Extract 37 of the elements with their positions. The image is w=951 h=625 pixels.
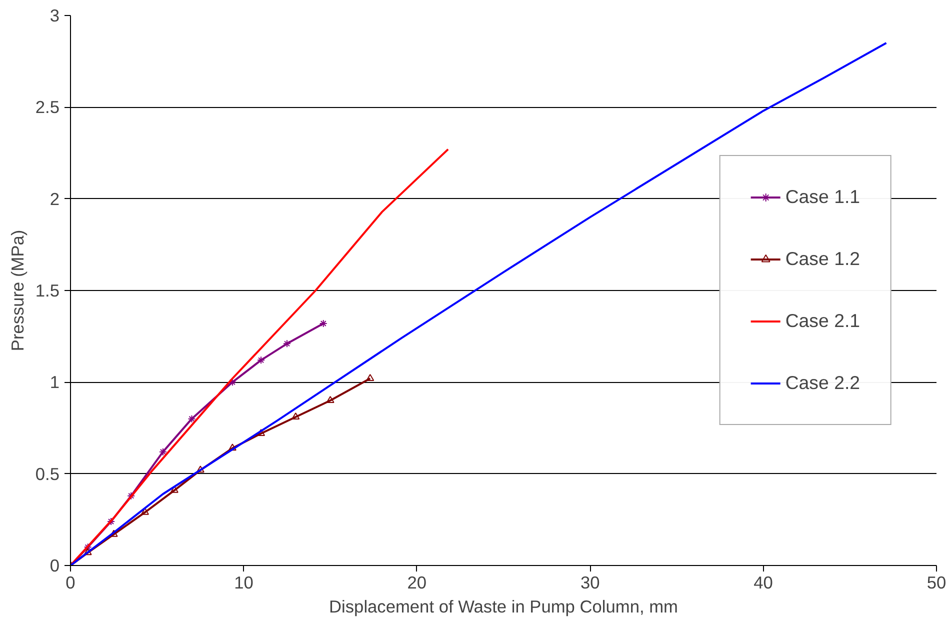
point [158, 448, 167, 456]
y-tick-label: 0.5 [35, 464, 60, 484]
point [84, 543, 92, 552]
legend-label: Case 1.1 [785, 186, 860, 208]
point [283, 340, 291, 348]
x-tick-label: 30 [580, 572, 600, 592]
x-tick-label: 10 [234, 572, 254, 592]
x-tick-label: 40 [754, 572, 773, 592]
point [196, 466, 204, 473]
point [257, 428, 266, 436]
legend-label: Case 2.2 [785, 372, 860, 394]
point [366, 374, 374, 382]
y-axis-title: Pressure (MPa) [7, 230, 28, 352]
x-axis-title: Displacement of Waste in Pump Column, mm [329, 596, 678, 616]
y-tick-label: 1.5 [35, 280, 60, 300]
line-series [70, 42, 888, 566]
point [127, 492, 136, 500]
point [326, 396, 334, 404]
point [107, 518, 116, 526]
point [292, 412, 300, 420]
point [319, 320, 328, 328]
point [84, 548, 92, 556]
point [228, 444, 236, 451]
x-tick-label: 50 [926, 572, 946, 592]
line-series [70, 148, 450, 566]
point [188, 414, 196, 423]
y-tick-label: 2.5 [35, 97, 60, 118]
x-tick-label: 20 [407, 572, 427, 592]
legend-label: Case 2.1 [785, 310, 860, 332]
y-tick-label: 3 [50, 6, 60, 26]
x-tick-label: 0 [66, 572, 76, 592]
y-tick-label: 1 [50, 372, 60, 392]
point [140, 508, 149, 515]
legend-label: Case 1.2 [785, 248, 860, 270]
y-tick-label: 0 [50, 556, 60, 576]
y-tick-label: 2 [50, 188, 60, 209]
point [257, 356, 266, 364]
